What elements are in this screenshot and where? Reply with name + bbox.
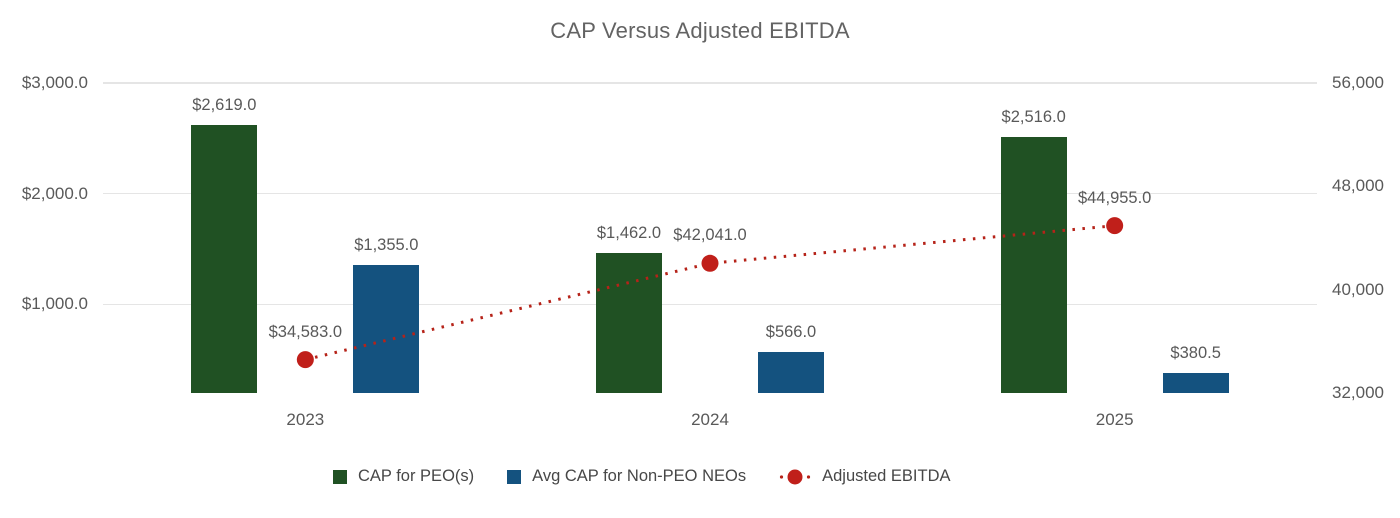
ebitda-label-2023: $34,583.0 — [268, 322, 343, 341]
category-label-2024: 2024 — [691, 410, 729, 429]
ebitda-label-2024: $42,041.0 — [673, 226, 747, 245]
bar-label-peo-2025: $2,516.0 — [1001, 107, 1066, 126]
left-axis-tick: $1,000.0 — [21, 294, 88, 314]
bar-peo-2025 — [1000, 136, 1067, 393]
right-axis-tick: 32,000 — [1332, 383, 1384, 402]
bar-label-non-peo-2023: $1,355.0 — [354, 236, 419, 255]
ebitda-marker-2025 — [1106, 217, 1124, 235]
gridline-2000 — [103, 192, 1317, 195]
ebitda-marker-2023 — [296, 351, 314, 369]
legend-label: Avg CAP for Non-PEO NEOs — [532, 467, 747, 485]
left-axis-tick: $3,000.0 — [21, 73, 88, 92]
gridline-1000 — [103, 303, 1317, 306]
category-label-2025: 2025 — [1095, 410, 1134, 429]
legend: CAP for PEO(s) Avg CAP for Non-PEO NEOs Ad… — [333, 467, 951, 486]
legend-entry-cap-non-peo: Avg CAP for Non-PEO NEOs — [507, 467, 746, 486]
bar-label-non-peo-2025: $380.5 — [1170, 344, 1221, 363]
ebitda-marker-2024 — [701, 254, 719, 272]
green-swatch-icon — [333, 469, 347, 484]
right-axis-tick: 40,000 — [1332, 279, 1384, 299]
blue-swatch-icon — [507, 469, 522, 484]
chart-title: CAP Versus Adjusted EBITDA — [550, 18, 850, 43]
ebitda-dotted-line — [304, 224, 1115, 362]
bar-non-peo-2023 — [353, 265, 420, 393]
bar-label-peo-2024: $1,462.0 — [596, 224, 662, 243]
ebitda-label-2025: $44,955.0 — [1077, 188, 1152, 207]
bar-label-non-peo-2024: $566.0 — [765, 323, 817, 342]
bar-peo-2023 — [191, 125, 258, 393]
legend-entry-cap-peo: CAP for PEO(s) — [333, 467, 474, 486]
right-axis-tick: 48,000 — [1332, 176, 1384, 196]
legend-label: CAP for PEO(s) — [358, 467, 475, 485]
right-axis-tick: 56,000 — [1332, 73, 1384, 92]
bar-non-peo-2025 — [1162, 373, 1229, 393]
legend-entry-adjusted-ebitda: Adjusted EBITDA — [779, 467, 951, 486]
bar-non-peo-2024 — [758, 352, 824, 393]
bar-label-peo-2023: $2,619.0 — [192, 96, 257, 115]
category-label-2023: 2023 — [286, 410, 325, 429]
bar-peo-2024 — [596, 253, 662, 393]
dotted-line-marker-icon — [780, 469, 811, 484]
legend-label: Adjusted EBITDA — [822, 467, 951, 485]
left-axis-tick: $2,000.0 — [21, 183, 88, 203]
gridline-3000 — [103, 82, 1317, 84]
